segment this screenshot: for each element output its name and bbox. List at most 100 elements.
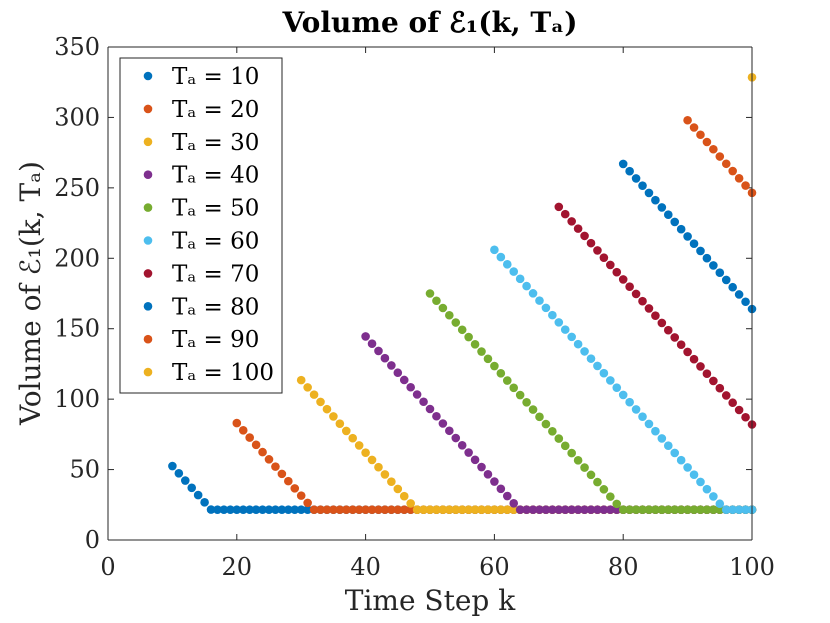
x-axis: 0 20 40 60 80 100 xyxy=(100,47,775,581)
data-point xyxy=(393,368,403,378)
data-point xyxy=(290,484,300,493)
data-point xyxy=(586,470,596,480)
x-tick-label: 100 xyxy=(729,553,775,581)
data-point xyxy=(709,376,718,386)
data-point xyxy=(380,505,390,515)
data-point xyxy=(335,419,345,428)
data-point xyxy=(393,484,403,494)
y-tick-label: 0 xyxy=(85,526,100,554)
data-point xyxy=(541,505,551,515)
x-tick-label: 60 xyxy=(479,553,510,581)
data-point xyxy=(573,339,583,349)
data-point xyxy=(496,368,506,378)
data-point xyxy=(541,303,551,313)
data-point xyxy=(470,339,480,349)
data-point xyxy=(251,440,261,450)
x-tick-label: 80 xyxy=(608,553,639,581)
data-point xyxy=(715,499,725,509)
data-point xyxy=(438,505,448,515)
legend-marker xyxy=(143,203,153,212)
data-point xyxy=(412,390,422,399)
data-point xyxy=(644,304,654,313)
data-point xyxy=(232,418,242,428)
data-point xyxy=(683,115,692,125)
data-point xyxy=(644,419,654,429)
data-point xyxy=(535,296,544,305)
data-point xyxy=(631,174,641,183)
data-point xyxy=(709,505,718,515)
data-point xyxy=(412,505,422,515)
data-point xyxy=(696,362,705,371)
y-axis: 0 50 100 150 200 250 300 350 xyxy=(54,33,752,554)
data-point xyxy=(599,368,609,378)
legend-label: Tₐ = 20 xyxy=(172,97,259,123)
data-point xyxy=(683,463,692,472)
data-point xyxy=(683,347,692,357)
data-point xyxy=(432,505,441,515)
data-point xyxy=(606,376,615,385)
data-point xyxy=(303,505,312,515)
data-point xyxy=(258,447,267,457)
data-point xyxy=(625,166,634,176)
data-point xyxy=(580,347,589,356)
data-point xyxy=(451,433,461,443)
y-axis-title: Volume of ℰ₁(k, Tₐ) xyxy=(14,161,47,426)
data-point xyxy=(734,405,744,415)
data-point xyxy=(528,289,538,298)
data-point xyxy=(490,245,499,255)
data-point xyxy=(316,505,325,515)
data-point xyxy=(663,325,673,335)
legend-label: Tₐ = 70 xyxy=(172,261,259,287)
data-point xyxy=(502,376,512,385)
data-point xyxy=(168,461,177,471)
legend-label: Tₐ = 90 xyxy=(172,327,259,353)
data-point xyxy=(593,246,602,255)
legend-marker xyxy=(143,334,153,344)
data-point xyxy=(586,238,596,248)
data-point xyxy=(477,505,486,515)
series-7 xyxy=(554,202,757,429)
data-point xyxy=(651,311,660,320)
y-tick-label: 100 xyxy=(54,385,100,413)
data-point xyxy=(361,332,370,341)
data-point xyxy=(380,470,390,479)
data-point xyxy=(387,505,396,515)
data-point xyxy=(599,485,609,494)
legend-marker xyxy=(143,104,153,114)
data-point xyxy=(258,505,267,515)
data-point xyxy=(277,505,287,515)
data-point xyxy=(509,383,519,393)
data-point xyxy=(689,354,699,364)
data-point xyxy=(721,505,731,515)
data-point xyxy=(734,173,744,183)
data-point xyxy=(618,159,628,169)
data-point xyxy=(696,130,705,140)
legend-label: Tₐ = 30 xyxy=(172,130,259,156)
data-point xyxy=(696,505,705,515)
data-point xyxy=(580,463,589,472)
data-point xyxy=(651,195,660,205)
data-point xyxy=(329,505,338,515)
data-point xyxy=(432,411,441,421)
data-point xyxy=(535,412,544,422)
data-point xyxy=(206,505,216,514)
data-point xyxy=(490,505,499,515)
data-point xyxy=(618,505,628,515)
data-point xyxy=(560,209,570,219)
data-point xyxy=(657,318,667,328)
data-point xyxy=(367,455,377,465)
data-point xyxy=(728,282,737,292)
x-tick-label: 40 xyxy=(350,553,381,581)
data-point xyxy=(251,505,261,515)
x-axis-title: Time Step k xyxy=(345,584,516,617)
series-6 xyxy=(490,245,757,515)
data-point xyxy=(374,462,383,472)
data-point xyxy=(226,505,235,515)
data-point xyxy=(702,484,712,494)
data-point xyxy=(676,340,686,350)
y-tick-label: 200 xyxy=(54,244,100,272)
data-point xyxy=(406,382,415,392)
data-point xyxy=(238,505,248,515)
data-point xyxy=(509,499,519,508)
data-point xyxy=(612,499,622,509)
